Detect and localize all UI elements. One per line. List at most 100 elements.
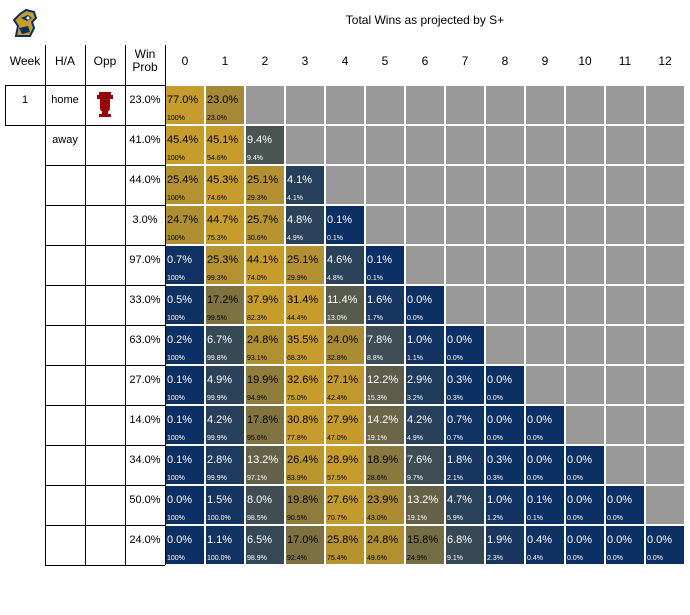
- cumulative-value: 100.0%: [207, 515, 231, 522]
- cumulative-value: 1.7%: [367, 315, 383, 322]
- prob-value: 0.1%: [167, 414, 193, 426]
- prob-cell: 25.3% 99.3%: [205, 245, 245, 285]
- prob-value: 9.4%: [247, 134, 273, 146]
- prob-cell: 0.0% 0.0%: [605, 525, 645, 565]
- prob-cell: [365, 85, 405, 125]
- prob-value: 37.9%: [247, 294, 279, 306]
- prob-value: 11.4%: [327, 294, 358, 306]
- prob-cell: 0.5% 100%: [165, 285, 205, 325]
- prob-value: 27.6%: [327, 494, 359, 506]
- cumulative-value: 0.0%: [607, 555, 623, 562]
- cumulative-value: 97.1%: [247, 475, 267, 482]
- prob-value: 4.2%: [207, 414, 233, 426]
- prob-cell: 0.1% 100%: [165, 445, 205, 485]
- prob-value: 1.9%: [487, 534, 513, 546]
- prob-value: 6.7%: [207, 334, 233, 346]
- prob-value: 7.6%: [407, 454, 433, 466]
- cumulative-value: 0.3%: [487, 475, 503, 482]
- cumulative-value: 100%: [167, 315, 185, 322]
- prob-value: 30.8%: [287, 414, 319, 426]
- prob-value: 13.2%: [407, 494, 439, 506]
- prob-cell: 9.4% 9.4%: [245, 125, 285, 165]
- header-week: Week: [9, 54, 41, 68]
- cumulative-value: 15.3%: [367, 395, 387, 402]
- prob-cell: 24.8% 93.1%: [245, 325, 285, 365]
- cumulative-value: 4.1%: [287, 195, 303, 202]
- win-prob-cell: 24.0%: [129, 534, 161, 546]
- prob-cell: [645, 485, 685, 525]
- row-divider: [45, 325, 165, 326]
- prob-cell: [565, 365, 605, 405]
- row-divider: [45, 165, 165, 166]
- prob-cell: 4.6% 4.8%: [325, 245, 365, 285]
- prob-value: 1.5%: [207, 494, 233, 506]
- home-away-cell: home: [51, 94, 79, 106]
- row-divider: [45, 205, 165, 206]
- prob-cell: 25.1% 29.9%: [285, 245, 325, 285]
- prob-cell: [525, 165, 565, 205]
- prob-value: 0.1%: [327, 214, 353, 226]
- prob-cell: [565, 205, 605, 245]
- prob-value: 0.0%: [167, 534, 193, 546]
- prob-value: 0.2%: [167, 334, 193, 346]
- prob-cell: [645, 125, 685, 165]
- prob-value: 45.1%: [207, 134, 239, 146]
- prob-value: 18.9%: [367, 454, 399, 466]
- prob-cell: 6.5% 98.9%: [245, 525, 285, 565]
- cumulative-value: 9.4%: [247, 155, 263, 162]
- prob-value: 13.2%: [247, 454, 279, 466]
- prob-cell: 0.7% 0.7%: [445, 405, 485, 445]
- prob-cell: 23.9% 43.0%: [365, 485, 405, 525]
- cumulative-value: 75.0%: [287, 395, 307, 402]
- prob-cell: [605, 365, 645, 405]
- prob-cell: 24.0% 32.8%: [325, 325, 365, 365]
- cumulative-value: 19.1%: [407, 515, 427, 522]
- prob-cell: 0.1% 100%: [165, 365, 205, 405]
- prob-cell: 44.1% 74.0%: [245, 245, 285, 285]
- home-away-cell: away: [52, 134, 78, 146]
- win-prob-cell: 33.0%: [129, 294, 161, 306]
- prob-value: 0.0%: [647, 534, 673, 546]
- prob-value: 1.0%: [487, 494, 513, 506]
- prob-cell: [605, 125, 645, 165]
- cumulative-value: 13.0%: [327, 315, 347, 322]
- prob-value: 8.0%: [247, 494, 273, 506]
- prob-cell: [365, 165, 405, 205]
- cumulative-value: 0.3%: [447, 395, 463, 402]
- prob-cell: 0.0% 0.0%: [445, 325, 485, 365]
- prob-value: 0.0%: [527, 414, 553, 426]
- prob-cell: [525, 325, 565, 365]
- prob-cell: 0.1% 0.1%: [525, 485, 565, 525]
- cumulative-value: 0.0%: [647, 555, 663, 562]
- prob-value: 0.1%: [527, 494, 553, 506]
- cumulative-value: 94.9%: [247, 395, 267, 402]
- cumulative-value: 100%: [167, 195, 185, 202]
- cumulative-value: 49.6%: [367, 555, 387, 562]
- row-divider: [45, 245, 165, 246]
- prob-cell: 1.0% 1.1%: [405, 325, 445, 365]
- prob-cell: [405, 165, 445, 205]
- prob-cell: 0.0% 100%: [165, 485, 205, 525]
- prob-value: 24.7%: [167, 214, 199, 226]
- prob-value: 0.0%: [567, 494, 593, 506]
- cumulative-value: 0.0%: [607, 515, 623, 522]
- prob-cell: 12.2% 15.3%: [365, 365, 405, 405]
- cumulative-value: 24.9%: [407, 555, 427, 562]
- prob-cell: [525, 365, 565, 405]
- cumulative-value: 19.1%: [367, 435, 387, 442]
- prob-value: 0.0%: [567, 534, 593, 546]
- header-wins-11: 11: [618, 54, 632, 68]
- prob-cell: 4.1% 4.1%: [285, 165, 325, 205]
- header-wins-5: 5: [381, 54, 389, 68]
- prob-value: 1.8%: [447, 454, 473, 466]
- cumulative-value: 47.0%: [327, 435, 347, 442]
- win-prob-cell: 44.0%: [129, 174, 161, 186]
- prob-cell: [645, 205, 685, 245]
- prob-cell: 27.1% 42.4%: [325, 365, 365, 405]
- prob-cell: 2.8% 99.9%: [205, 445, 245, 485]
- prob-cell: [325, 125, 365, 165]
- cumulative-value: 100%: [167, 275, 185, 282]
- prob-cell: 0.0% 0.0%: [485, 365, 525, 405]
- prob-cell: [605, 85, 645, 125]
- prob-value: 0.0%: [167, 494, 193, 506]
